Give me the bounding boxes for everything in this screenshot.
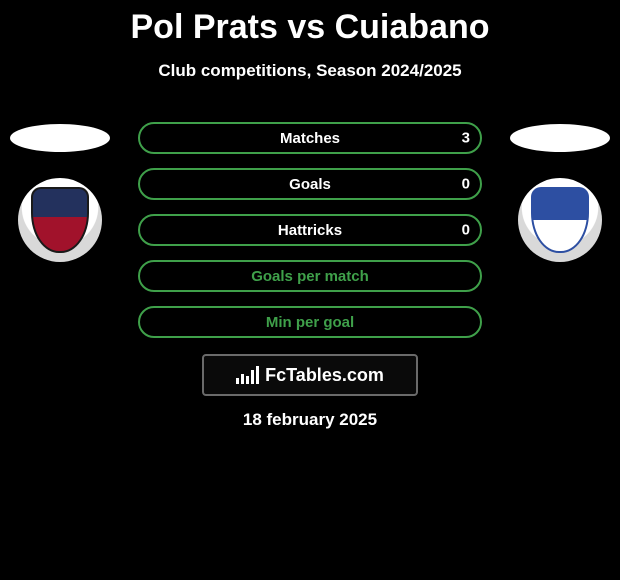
stat-bar-goals-per-match: Goals per match bbox=[138, 260, 482, 292]
stat-bars: Matches 3 Goals 0 Hattricks 0 Goals per … bbox=[138, 122, 482, 338]
stat-bar-min-per-goal: Min per goal bbox=[138, 306, 482, 338]
stat-label: Min per goal bbox=[266, 314, 354, 331]
stat-bar-goals: Goals 0 bbox=[138, 168, 482, 200]
stat-label: Matches bbox=[280, 130, 340, 147]
player-photo-left-placeholder bbox=[10, 124, 110, 152]
stat-bar-matches: Matches 3 bbox=[138, 122, 482, 154]
stat-value-right: 3 bbox=[462, 130, 470, 147]
shield-icon bbox=[531, 187, 589, 253]
bar-chart-icon bbox=[236, 366, 259, 384]
stat-label: Goals per match bbox=[251, 268, 369, 285]
stat-value-right: 0 bbox=[462, 222, 470, 239]
brand-text: FcTables.com bbox=[265, 365, 384, 386]
club-crest-left bbox=[18, 178, 102, 262]
subtitle: Club competitions, Season 2024/2025 bbox=[0, 61, 620, 81]
stat-label: Hattricks bbox=[278, 222, 342, 239]
club-crest-right bbox=[518, 178, 602, 262]
comparison-date: 18 february 2025 bbox=[0, 410, 620, 430]
page-title: Pol Prats vs Cuiabano bbox=[0, 0, 620, 47]
brand-attribution: FcTables.com bbox=[202, 354, 418, 396]
stat-bar-hattricks: Hattricks 0 bbox=[138, 214, 482, 246]
player-photo-right-placeholder bbox=[510, 124, 610, 152]
shield-icon bbox=[31, 187, 89, 253]
stat-value-right: 0 bbox=[462, 176, 470, 193]
stat-label: Goals bbox=[289, 176, 331, 193]
